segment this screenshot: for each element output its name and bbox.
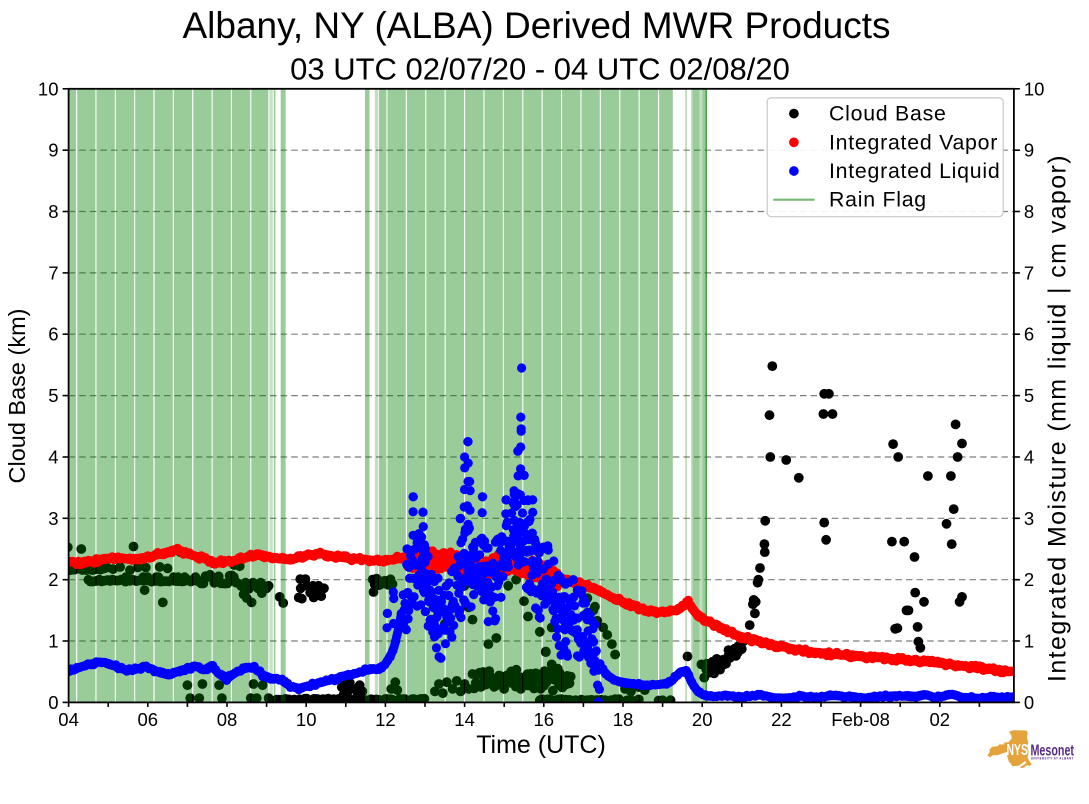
- svg-text:3: 3: [48, 508, 58, 529]
- svg-text:Mesonet: Mesonet: [1031, 743, 1075, 760]
- svg-text:Rain Flag: Rain Flag: [829, 188, 927, 212]
- svg-text:Integrated Liquid: Integrated Liquid: [829, 159, 1000, 183]
- svg-text:7: 7: [48, 262, 58, 283]
- svg-text:10: 10: [38, 78, 59, 99]
- svg-text:Cloud Base (km): Cloud Base (km): [4, 309, 30, 484]
- svg-text:3: 3: [1024, 508, 1034, 529]
- svg-text:14: 14: [454, 709, 475, 730]
- svg-text:2: 2: [1024, 569, 1034, 590]
- svg-text:Integrated Moisture (mm liquid: Integrated Moisture (mm liquid | cm vapo…: [1044, 154, 1072, 682]
- svg-text:Feb-08: Feb-08: [831, 709, 890, 730]
- svg-text:4: 4: [48, 447, 58, 468]
- svg-text:NYS: NYS: [1007, 742, 1029, 759]
- svg-text:08: 08: [217, 709, 238, 730]
- svg-text:9: 9: [1024, 140, 1034, 161]
- svg-text:2: 2: [48, 569, 58, 590]
- svg-text:9: 9: [48, 140, 58, 161]
- svg-text:0: 0: [48, 692, 58, 713]
- svg-text:02: 02: [930, 709, 951, 730]
- svg-text:18: 18: [613, 709, 634, 730]
- svg-text:0: 0: [1024, 692, 1034, 713]
- svg-text:Time (UTC): Time (UTC): [476, 731, 606, 759]
- svg-text:Cloud Base: Cloud Base: [829, 102, 947, 126]
- svg-text:4: 4: [1024, 447, 1034, 468]
- svg-text:20: 20: [692, 709, 713, 730]
- svg-text:8: 8: [48, 201, 58, 222]
- svg-text:7: 7: [1024, 262, 1034, 283]
- svg-text:06: 06: [138, 709, 159, 730]
- svg-text:10: 10: [1024, 78, 1045, 99]
- svg-text:10: 10: [296, 709, 317, 730]
- svg-text:03 UTC 02/07/20 - 04 UTC 02/08: 03 UTC 02/07/20 - 04 UTC 02/08/20: [290, 52, 790, 87]
- svg-text:1: 1: [1024, 631, 1034, 652]
- svg-text:Integrated Vapor: Integrated Vapor: [829, 130, 998, 154]
- svg-text:Albany, NY (ALBA) Derived MWR: Albany, NY (ALBA) Derived MWR Products: [182, 5, 890, 46]
- svg-text:5: 5: [1024, 385, 1034, 406]
- svg-text:04: 04: [58, 709, 79, 730]
- svg-text:5: 5: [48, 385, 58, 406]
- svg-text:22: 22: [771, 709, 792, 730]
- svg-text:12: 12: [375, 709, 396, 730]
- svg-text:6: 6: [48, 324, 58, 345]
- svg-text:8: 8: [1024, 201, 1034, 222]
- svg-text:UNIVERSITY AT ALBANY: UNIVERSITY AT ALBANY: [1031, 757, 1074, 761]
- svg-text:6: 6: [1024, 324, 1034, 345]
- svg-text:16: 16: [534, 709, 555, 730]
- svg-text:1: 1: [48, 631, 58, 652]
